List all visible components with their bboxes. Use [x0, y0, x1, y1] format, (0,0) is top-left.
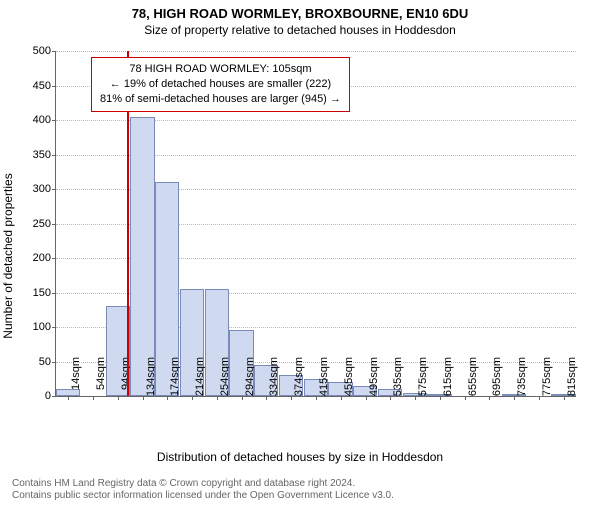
annotation-line-3: 81% of semi-detached houses are larger (… [100, 92, 341, 107]
y-tick-mark [52, 120, 56, 121]
y-tick-mark [52, 362, 56, 363]
x-tick-mark [415, 396, 416, 400]
x-tick-mark [564, 396, 565, 400]
x-tick-mark [539, 396, 540, 400]
annotation-line-1: 78 HIGH ROAD WORMLEY: 105sqm [100, 62, 341, 77]
y-tick-label: 250 [33, 218, 51, 230]
x-tick-mark [118, 396, 119, 400]
histogram-bar [130, 117, 154, 396]
y-tick-label: 400 [33, 114, 51, 126]
y-tick-label: 500 [33, 45, 51, 57]
x-tick-mark [341, 396, 342, 400]
y-tick-label: 200 [33, 252, 51, 264]
footer-line-2: Contains public sector information licen… [12, 490, 394, 502]
y-tick-label: 150 [33, 287, 51, 299]
x-tick-mark [217, 396, 218, 400]
x-axis-label: Distribution of detached houses by size … [0, 450, 600, 464]
y-tick-label: 100 [33, 321, 51, 333]
y-tick-label: 0 [45, 390, 51, 402]
x-tick-mark [465, 396, 466, 400]
y-tick-label: 300 [33, 183, 51, 195]
y-axis-label: Number of detached properties [1, 173, 15, 338]
y-tick-mark [52, 327, 56, 328]
x-tick-label: 815sqm [566, 357, 578, 402]
annotation-line-2: ← 19% of detached houses are smaller (22… [100, 77, 341, 92]
x-tick-mark [93, 396, 94, 400]
footer-line-1: Contains HM Land Registry data © Crown c… [12, 478, 394, 490]
x-tick-mark [440, 396, 441, 400]
chart-subtitle: Size of property relative to detached ho… [0, 23, 600, 37]
y-tick-mark [52, 396, 56, 397]
y-tick-mark [52, 51, 56, 52]
y-tick-label: 50 [39, 356, 51, 368]
y-tick-mark [52, 155, 56, 156]
x-tick-mark [366, 396, 367, 400]
x-tick-mark [242, 396, 243, 400]
y-tick-label: 350 [33, 149, 51, 161]
chart-container: Number of detached properties 0501001502… [0, 46, 600, 466]
x-tick-label: 655sqm [467, 357, 479, 402]
x-tick-label: 735sqm [516, 357, 528, 402]
x-tick-mark [316, 396, 317, 400]
gridline [56, 51, 576, 52]
x-tick-label: 615sqm [442, 357, 454, 402]
x-tick-mark [143, 396, 144, 400]
y-tick-mark [52, 224, 56, 225]
plot-area: 05010015020025030035040045050014sqm54sqm… [55, 51, 576, 397]
y-tick-mark [52, 293, 56, 294]
y-tick-mark [52, 189, 56, 190]
annotation-box: 78 HIGH ROAD WORMLEY: 105sqm ← 19% of de… [91, 57, 350, 112]
y-tick-mark [52, 258, 56, 259]
x-tick-mark [514, 396, 515, 400]
footer-attribution: Contains HM Land Registry data © Crown c… [12, 478, 394, 502]
y-tick-label: 450 [33, 80, 51, 92]
x-tick-label: 14sqm [70, 357, 82, 402]
y-tick-mark [52, 86, 56, 87]
chart-main-title: 78, HIGH ROAD WORMLEY, BROXBOURNE, EN10 … [0, 6, 600, 21]
